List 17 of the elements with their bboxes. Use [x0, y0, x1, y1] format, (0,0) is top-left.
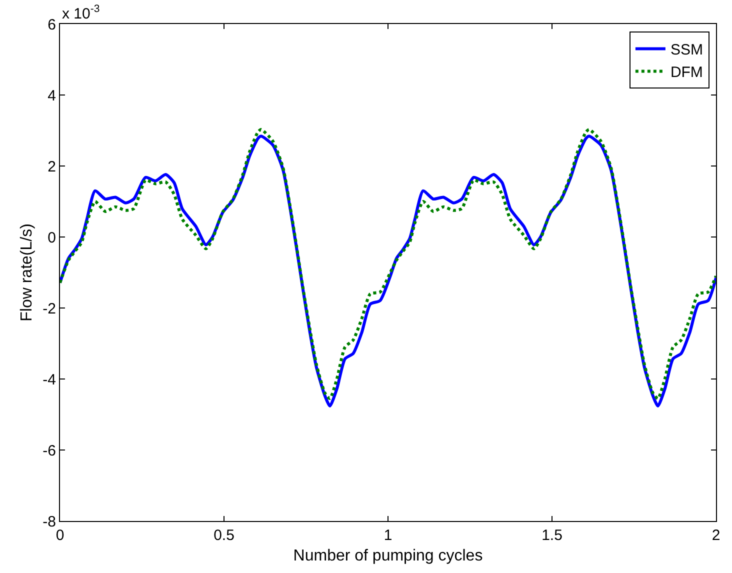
legend-label: DFM	[670, 64, 703, 82]
x-tick-label: 1.5	[542, 527, 562, 544]
y-tick-label: -8	[42, 513, 56, 530]
y-axis-title: Flow rate(L/s)	[18, 224, 36, 322]
y-tick-label: -6	[42, 442, 56, 460]
x-tick-label: 1	[384, 527, 392, 544]
y-tick-label: 6	[48, 16, 56, 34]
text: x 10$^{-3}$	[62, 3, 100, 22]
x-tick-label: 0.5	[214, 527, 234, 544]
y-tick-label: 4	[48, 87, 56, 104]
x-axis-title: Number of pumping cycles	[293, 548, 483, 565]
y-tick-label: -4	[42, 371, 56, 388]
y-tick-label: 0	[48, 229, 56, 246]
y-tick-label: 2	[48, 158, 56, 176]
legend-label: SSM	[670, 42, 703, 59]
y-tick-label: -2	[42, 300, 56, 318]
x-tick-label: 2	[712, 527, 720, 544]
